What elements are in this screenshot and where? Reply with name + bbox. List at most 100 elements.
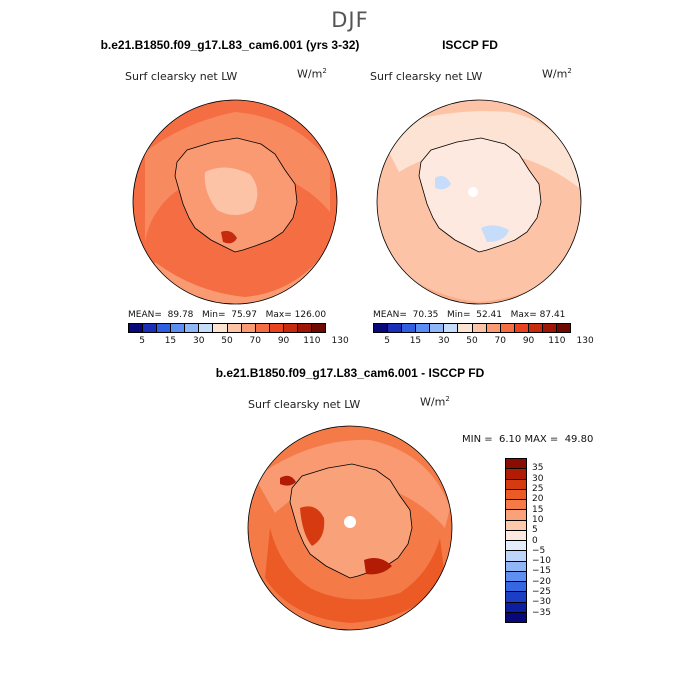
colorbar-swatch: [402, 324, 417, 332]
colorbar-tick-label: 15: [532, 504, 544, 515]
colorbar-tick-label: 0: [532, 535, 538, 546]
obs-pole-hole: [468, 187, 478, 197]
colorbar-swatch: [458, 324, 473, 332]
colorbar-tick-label: 30: [437, 336, 450, 346]
difference-colorbar-ticks: 35 30 25 20 15 10 5 0 −5 −10 −15 −20 −25 −30 −35: [532, 458, 572, 623]
page-title: DJF: [331, 8, 369, 32]
colorbar-swatch: [506, 541, 526, 552]
colorbar-tick-label: 90: [522, 336, 535, 346]
colorbar-tick-label: 30: [532, 473, 544, 484]
colorbar-tick-label: 25: [532, 483, 544, 494]
colorbar-swatch: [416, 324, 431, 332]
colorbar-swatch: [557, 324, 571, 332]
colorbar-tick-label: 15: [409, 336, 422, 346]
colorbar-tick-label: 70: [249, 336, 262, 346]
colorbar-swatch: [430, 324, 445, 332]
colorbar-swatch: [269, 324, 284, 332]
colorbar-swatch: [506, 592, 526, 603]
obs-pale-band: [379, 111, 581, 192]
colorbar-tick-label: 110: [303, 336, 321, 346]
model-panel-header: b.e21.B1850.f09_g17.L83_cam6.001 (yrs 3-…: [100, 38, 360, 52]
model-units-label: W/m2: [297, 67, 327, 81]
colorbar-swatch: [129, 324, 144, 332]
colorbar-tick-label: 50: [466, 336, 478, 346]
colorbar-swatch: [506, 551, 526, 562]
difference-hot-patch-south: [364, 558, 392, 575]
model-shelf-fill: [221, 230, 237, 244]
colorbar-tick-label: −35: [532, 607, 551, 618]
colorbar-swatch: [542, 324, 558, 332]
obs-variable-label: Surf clearsky net LW: [370, 70, 483, 83]
colorbar-swatch: [227, 324, 242, 332]
colorbar-tick-label: 5: [139, 336, 146, 346]
obs-cold-patch-west: [435, 176, 451, 190]
colorbar-swatch: [506, 571, 526, 582]
colorbar-swatch: [528, 324, 543, 332]
model-warm-band: [145, 112, 330, 242]
obs-stats: MEAN= 70.35 Min= 52.41 Max= 87.41: [373, 310, 566, 320]
colorbar-tick-label: −20: [532, 576, 551, 587]
colorbar-swatch: [506, 469, 526, 480]
colorbar-tick-label: 70: [494, 336, 507, 346]
colorbar-swatch: [506, 612, 526, 622]
model-stats: MEAN= 89.78 Min= 75.97 Max= 126.00: [128, 310, 327, 320]
colorbar-tick-label: 90: [277, 336, 290, 346]
colorbar-swatch: [213, 324, 228, 332]
colorbar-swatch: [185, 324, 200, 332]
difference-hot-patch-west: [300, 506, 325, 546]
colorbar-tick-label: −15: [532, 566, 551, 577]
colorbar-tick-label: −5: [532, 545, 546, 556]
difference-panel-header: b.e21.B1850.f09_g17.L83_cam6.001 - ISCCP…: [215, 366, 485, 380]
colorbar-swatch: [506, 582, 526, 593]
colorbar-tick-label: 5: [384, 336, 391, 346]
difference-hot-patch-north: [280, 475, 296, 486]
colorbar-tick-label: 10: [532, 514, 544, 525]
obs-antarctica-land: [418, 137, 542, 253]
difference-map-border: [247, 425, 453, 631]
colorbar-tick-label: 110: [548, 336, 566, 346]
colorbar-tick-label: 130: [576, 336, 594, 346]
colorbar-swatch: [297, 324, 313, 332]
model-colorbar: [128, 323, 326, 333]
colorbar-swatch: [506, 459, 526, 470]
colorbar-swatch: [500, 324, 515, 332]
colorbar-swatch: [199, 324, 214, 332]
model-plateau-fill: [204, 167, 258, 215]
difference-light-band: [255, 439, 450, 528]
colorbar-swatch: [506, 530, 526, 541]
colorbar-swatch: [157, 324, 172, 332]
colorbar-tick-label: −10: [532, 556, 551, 567]
difference-minmax: MIN = 6.10 MAX = 49.80: [462, 434, 594, 445]
obs-cold-patch-south: [481, 225, 509, 242]
colorbar-swatch: [374, 324, 389, 332]
colorbar-tick-label: 15: [164, 336, 177, 346]
model-polar-map: [132, 99, 338, 305]
colorbar-swatch: [444, 324, 459, 332]
difference-colorbar: [505, 458, 527, 623]
colorbar-swatch: [506, 510, 526, 521]
colorbar-swatch: [506, 479, 526, 490]
difference-pole-hole: [344, 516, 356, 528]
model-variable-label: Surf clearsky net LW: [125, 70, 238, 83]
obs-polar-map: [376, 99, 582, 305]
colorbar-swatch: [506, 602, 526, 613]
colorbar-swatch: [514, 324, 529, 332]
obs-map-border: [376, 99, 582, 305]
colorbar-swatch: [171, 324, 186, 332]
colorbar-swatch: [506, 489, 526, 500]
colorbar-swatch: [506, 520, 526, 531]
colorbar-swatch: [506, 500, 526, 511]
difference-units-label: W/m2: [420, 395, 450, 409]
colorbar-swatch: [283, 324, 298, 332]
colorbar-swatch: [486, 324, 501, 332]
colorbar-swatch: [143, 324, 158, 332]
colorbar-tick-label: 130: [331, 336, 349, 346]
colorbar-swatch: [388, 324, 403, 332]
difference-variable-label: Surf clearsky net LW: [248, 398, 361, 411]
obs-colorbar: [373, 323, 571, 333]
colorbar-swatch: [312, 324, 326, 332]
colorbar-tick-label: 5: [532, 525, 538, 536]
colorbar-swatch: [506, 561, 526, 572]
obs-colorbar-ticks: 5 15 30 50 70 90 110 130: [373, 336, 593, 348]
model-map-border: [132, 99, 338, 305]
